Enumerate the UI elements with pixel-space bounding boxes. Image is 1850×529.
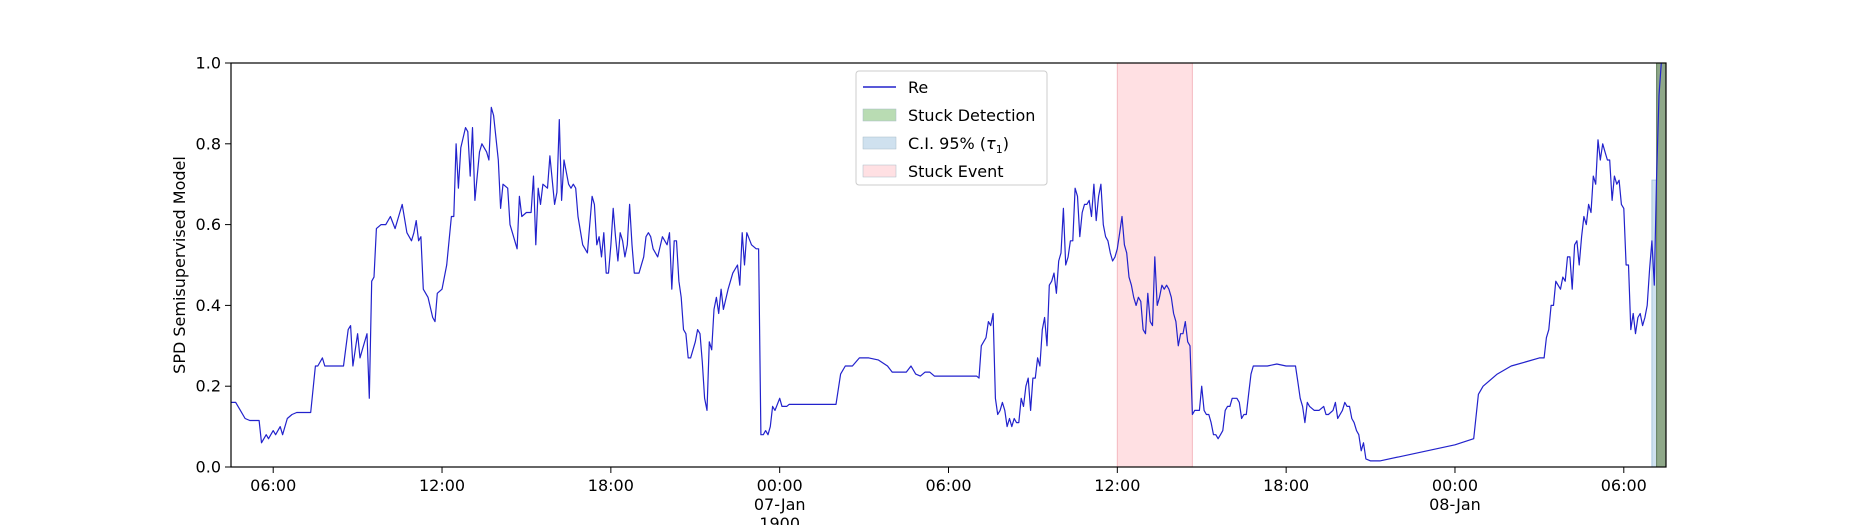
series-line-re bbox=[231, 62, 1662, 462]
legend: Re Stuck Detection C.I. 95% (τ1) Stuck Even… bbox=[855, 70, 1048, 186]
series-layer bbox=[231, 62, 1662, 462]
x-tick-label: 18:00 bbox=[588, 476, 634, 495]
y-axis-label: SPD Semisupervised Model bbox=[170, 156, 189, 374]
y-tick-label: 0.6 bbox=[196, 215, 221, 234]
shaded-regions bbox=[1116, 62, 1667, 468]
x-tick-label: 18:00 bbox=[1263, 476, 1309, 495]
legend-label-c-i-95-1: C.I. 95% (τ1) bbox=[908, 134, 1009, 156]
x-tick-label: 06:00 bbox=[925, 476, 971, 495]
y-tick-label: 0.8 bbox=[196, 134, 221, 153]
legend-box bbox=[855, 70, 1048, 186]
x-tick-label: 06:00 bbox=[1601, 476, 1647, 495]
legend-swatch-stuck-event bbox=[862, 164, 897, 178]
legend-swatch-stuck-detection bbox=[862, 108, 897, 122]
legend-label-stuck-event: Stuck Event bbox=[908, 162, 1004, 181]
x-tick-label: 00:00 bbox=[1432, 476, 1478, 495]
legend-label-re: Re bbox=[908, 78, 928, 97]
x-tick-label: 00:00 bbox=[757, 476, 803, 495]
x-tick-year-label: 1900 bbox=[759, 514, 800, 525]
legend-swatch-c-i-95-1 bbox=[862, 136, 897, 150]
x-tick-label: 06:00 bbox=[250, 476, 296, 495]
x-tick-date-label: 08-Jan bbox=[1429, 495, 1481, 514]
y-tick-label: 0.2 bbox=[196, 377, 221, 396]
x-tick-label: 12:00 bbox=[1094, 476, 1140, 495]
x-tick-date-label: 07-Jan bbox=[754, 495, 806, 514]
y-tick-label: 0.0 bbox=[196, 458, 221, 477]
y-tick-label: 0.4 bbox=[196, 296, 221, 315]
y-tick-label: 1.0 bbox=[196, 54, 221, 73]
legend-label-stuck-detection: Stuck Detection bbox=[908, 106, 1035, 125]
x-tick-label: 12:00 bbox=[419, 476, 465, 495]
y-axis: 0.0 0.2 0.4 0.6 0.8 1.0 bbox=[196, 54, 231, 477]
